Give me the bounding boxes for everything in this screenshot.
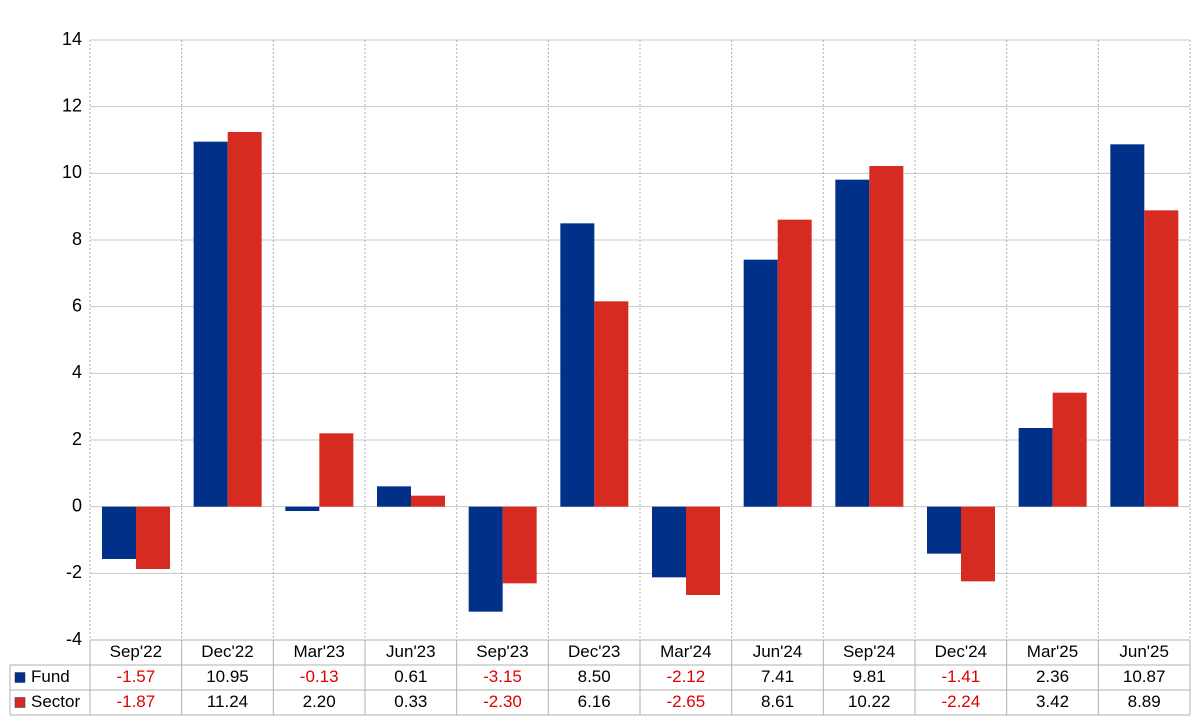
bar xyxy=(1144,210,1179,507)
bar xyxy=(285,506,320,511)
y-tick-label: 8 xyxy=(72,229,82,249)
bar xyxy=(1052,392,1087,507)
value-label: 10.95 xyxy=(206,667,249,686)
bar xyxy=(686,506,720,595)
y-tick-label: 6 xyxy=(72,295,82,315)
bar xyxy=(319,433,354,507)
bar xyxy=(136,506,170,569)
bar xyxy=(835,179,870,507)
x-tick-label: Dec'22 xyxy=(201,642,253,661)
legend-label: Fund xyxy=(31,667,70,686)
bar xyxy=(468,506,503,612)
y-tick-label: 12 xyxy=(62,95,82,115)
value-label: 3.42 xyxy=(1036,692,1069,711)
value-label: -1.87 xyxy=(116,692,155,711)
value-label: -1.57 xyxy=(116,667,155,686)
y-tick-label: 14 xyxy=(62,29,82,49)
bar xyxy=(961,506,995,582)
value-label: 8.50 xyxy=(578,667,611,686)
x-tick-label: Sep'23 xyxy=(476,642,528,661)
bar xyxy=(560,223,595,507)
bar xyxy=(1110,144,1145,507)
x-tick-label: Dec'24 xyxy=(935,642,987,661)
value-label: 0.33 xyxy=(394,692,427,711)
bar xyxy=(377,486,411,507)
value-label: 9.81 xyxy=(853,667,886,686)
value-label: -1.41 xyxy=(941,667,980,686)
y-tick-label: 0 xyxy=(72,495,82,515)
bar xyxy=(411,495,445,507)
bar xyxy=(102,506,136,559)
bar xyxy=(502,506,537,584)
x-tick-label: Mar'23 xyxy=(293,642,344,661)
value-label: -2.30 xyxy=(483,692,522,711)
value-label: -0.13 xyxy=(300,667,339,686)
value-label: 6.16 xyxy=(578,692,611,711)
value-label: -3.15 xyxy=(483,667,522,686)
legend-swatch xyxy=(14,672,26,683)
value-label: -2.65 xyxy=(666,692,705,711)
x-tick-label: Mar'24 xyxy=(660,642,711,661)
legend-label: Sector xyxy=(31,692,80,711)
bar xyxy=(927,506,961,554)
bar xyxy=(869,166,904,507)
bar xyxy=(227,132,262,507)
value-label: 10.22 xyxy=(848,692,891,711)
value-label: 10.87 xyxy=(1123,667,1166,686)
bar xyxy=(193,141,228,507)
value-label: -2.12 xyxy=(666,667,705,686)
value-label: 0.61 xyxy=(394,667,427,686)
y-tick-label: 4 xyxy=(72,362,82,382)
value-label: -2.24 xyxy=(941,692,980,711)
value-label: 2.36 xyxy=(1036,667,1069,686)
bar xyxy=(743,259,778,507)
value-label: 2.20 xyxy=(303,692,336,711)
y-tick-label: 10 xyxy=(62,162,82,182)
x-tick-label: Jun'23 xyxy=(386,642,436,661)
x-tick-label: Sep'24 xyxy=(843,642,895,661)
y-tick-label: 2 xyxy=(72,429,82,449)
y-tick-label: -4 xyxy=(66,629,82,649)
x-tick-label: Mar'25 xyxy=(1027,642,1078,661)
bar xyxy=(594,301,629,507)
value-label: 8.61 xyxy=(761,692,794,711)
value-label: 7.41 xyxy=(761,667,794,686)
bar xyxy=(777,219,812,507)
y-tick-label: -2 xyxy=(66,562,82,582)
value-label: 8.89 xyxy=(1128,692,1161,711)
x-tick-label: Dec'23 xyxy=(568,642,620,661)
bar xyxy=(652,506,686,578)
bar xyxy=(1018,428,1053,507)
x-tick-label: Sep'22 xyxy=(110,642,162,661)
x-tick-label: Jun'25 xyxy=(1119,642,1169,661)
x-tick-label: Jun'24 xyxy=(753,642,803,661)
legend-swatch xyxy=(14,697,26,708)
value-label: 11.24 xyxy=(207,692,248,711)
